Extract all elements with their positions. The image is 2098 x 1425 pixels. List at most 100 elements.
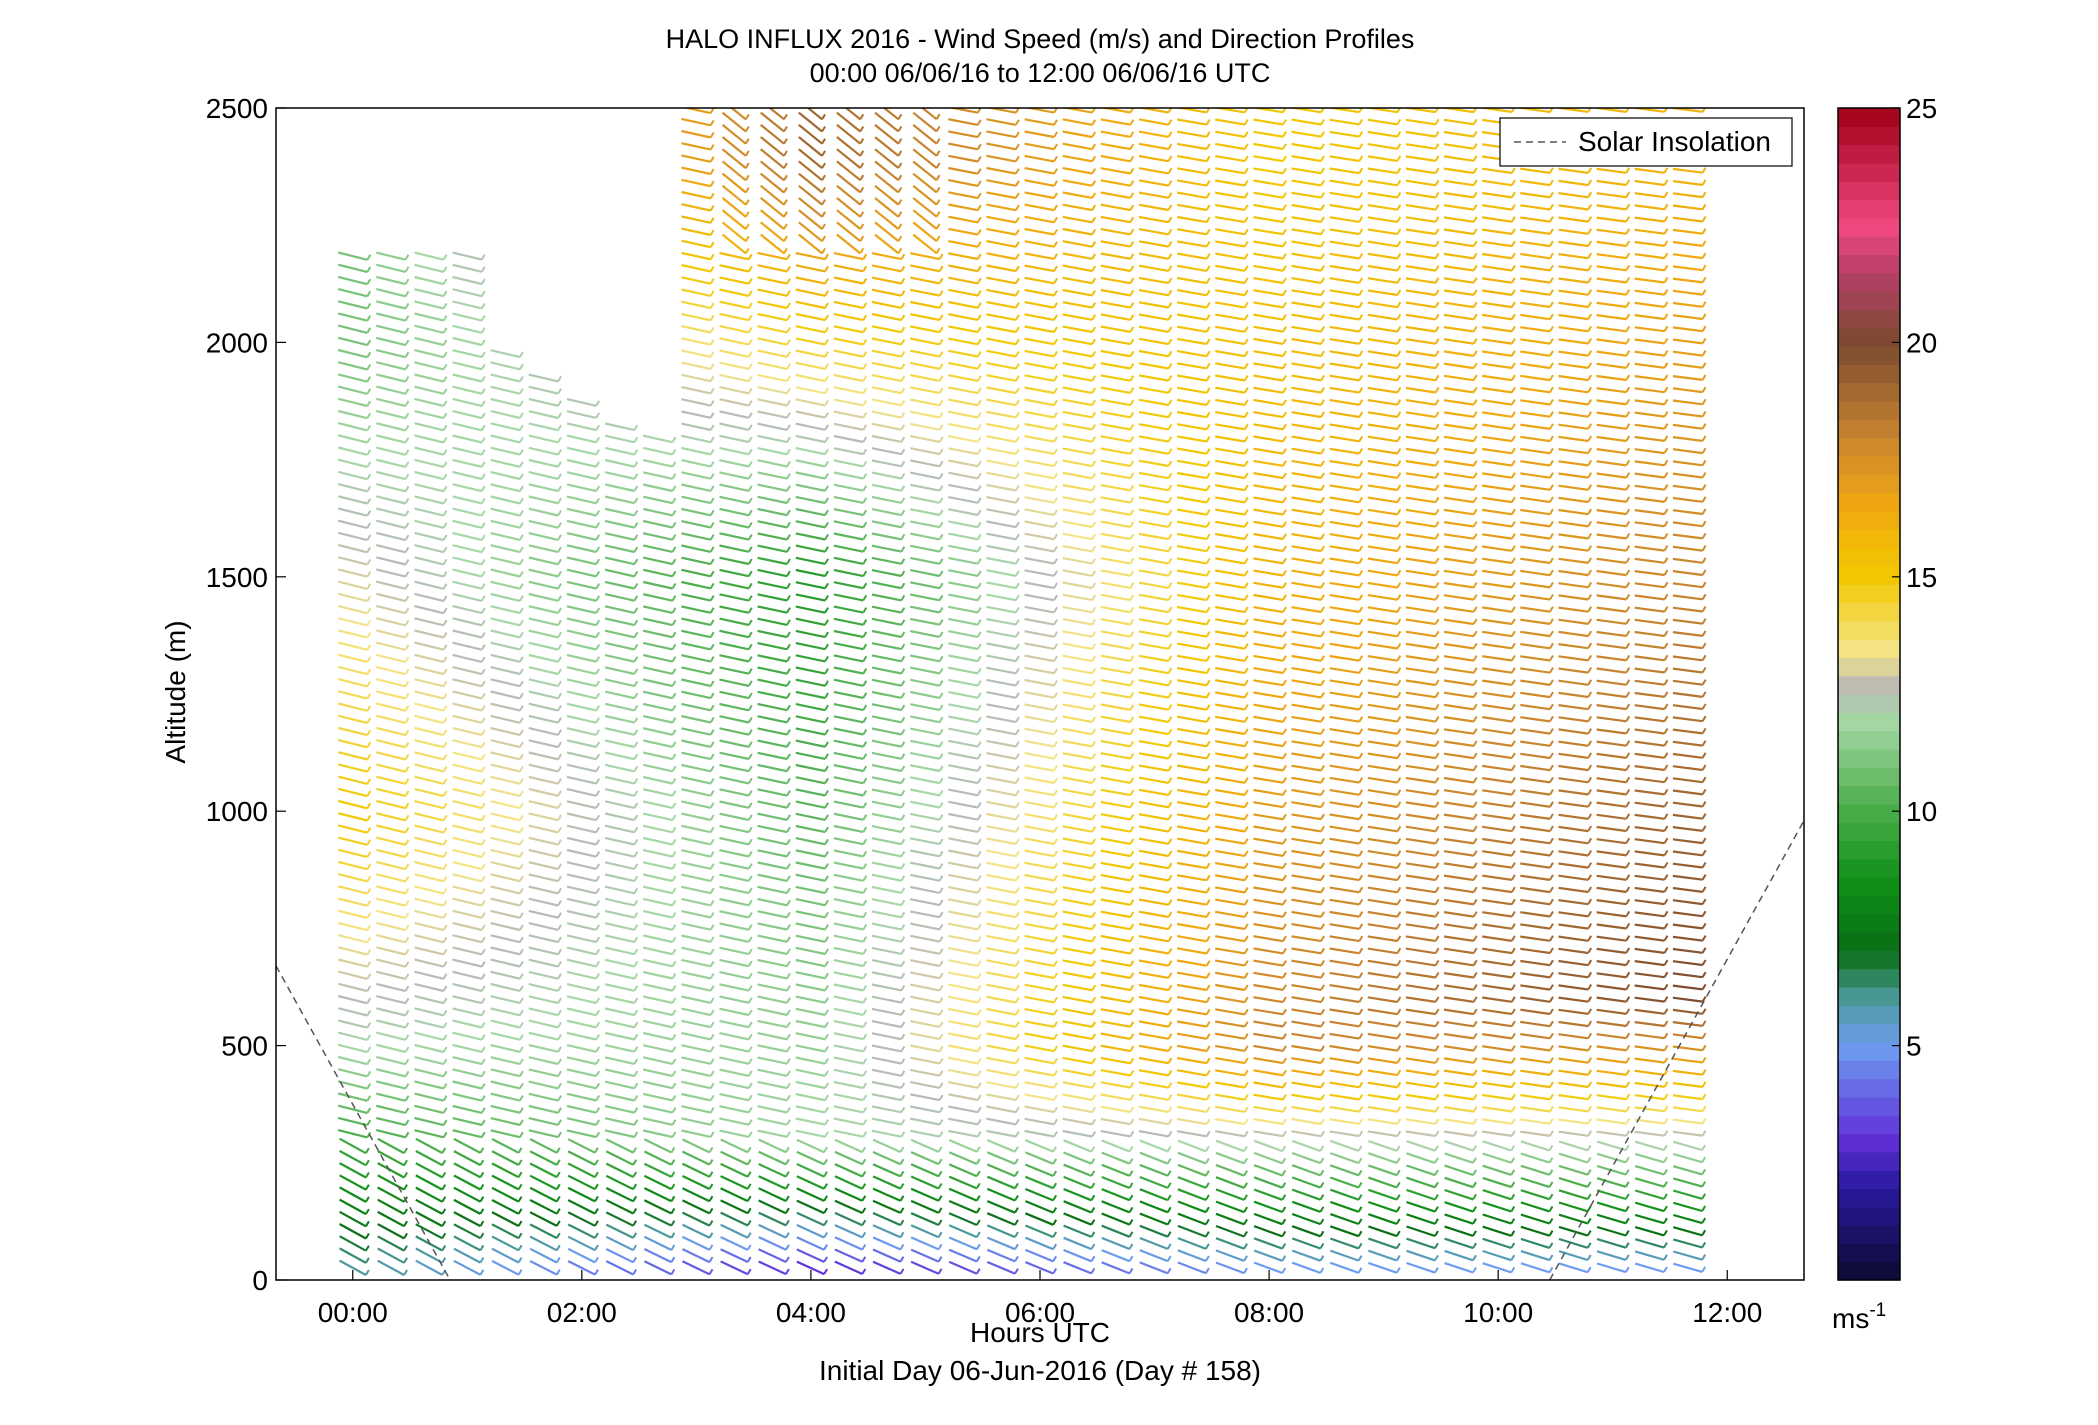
wind-barb — [1253, 130, 1287, 138]
wind-barb — [566, 922, 601, 931]
wind-barb — [1405, 472, 1440, 479]
wind-barb — [833, 1093, 868, 1102]
wind-barb — [1253, 971, 1287, 979]
wind-barb — [1596, 886, 1631, 894]
wind-barb — [757, 861, 791, 870]
wind-barb — [1215, 325, 1249, 333]
wind-barb — [1138, 289, 1173, 297]
wind-barb — [910, 1248, 943, 1263]
wind-barb — [377, 1223, 408, 1240]
wind-barb — [1024, 483, 1058, 492]
wind-barb — [1634, 581, 1669, 589]
wind-barb — [604, 568, 639, 578]
wind-barb — [1024, 837, 1058, 846]
wind-barb — [452, 422, 486, 432]
wind-barb — [528, 958, 562, 968]
wind-barb — [757, 495, 791, 505]
wind-barb — [795, 812, 829, 821]
wind-barb — [1291, 849, 1325, 857]
wind-barb — [1024, 1151, 1058, 1165]
wind-barb — [567, 1247, 599, 1264]
wind-barb — [719, 1044, 753, 1053]
wind-barb — [490, 873, 524, 883]
wind-barb — [337, 263, 372, 274]
wind-barb — [1062, 898, 1097, 906]
wind-barb — [948, 1248, 981, 1263]
wind-barb — [1100, 679, 1135, 687]
wind-barb — [1672, 240, 1707, 247]
wind-barb — [1062, 386, 1097, 394]
wind-barb — [1634, 508, 1669, 516]
wind-barb — [1215, 1212, 1248, 1226]
wind-barb — [1062, 800, 1097, 809]
wind-barb — [1367, 508, 1402, 516]
wind-barb — [1100, 1130, 1135, 1138]
wind-barb — [1405, 984, 1440, 991]
wind-barb — [1215, 788, 1249, 797]
wind-barb — [452, 1129, 486, 1139]
wind-barb — [1100, 691, 1135, 699]
wind-barb — [414, 385, 448, 395]
wind-barb — [795, 751, 829, 760]
colorbar-segment — [1838, 675, 1900, 695]
wind-barb — [1596, 411, 1631, 418]
wind-barb — [719, 337, 753, 346]
wind-barb — [1138, 362, 1173, 370]
wind-barb — [1405, 204, 1440, 211]
wind-barb — [337, 1043, 372, 1054]
colorbar-segment — [1838, 1023, 1900, 1043]
wind-barb — [909, 544, 944, 553]
wind-barb — [986, 630, 1020, 638]
wind-barb — [909, 459, 944, 468]
colorbar-segment — [1838, 327, 1900, 347]
wind-barb — [721, 172, 750, 194]
wind-barb — [986, 1200, 1019, 1214]
wind-barb — [681, 897, 715, 907]
wind-barb — [795, 873, 829, 882]
wind-barb — [986, 1093, 1020, 1102]
wind-barb — [986, 825, 1020, 833]
wind-barb — [795, 422, 829, 431]
wind-barb — [1024, 776, 1058, 785]
wind-barb — [452, 641, 486, 651]
wind-barb — [681, 885, 715, 895]
wind-barb — [719, 995, 753, 1004]
wind-barb — [452, 373, 486, 383]
wind-barb — [1100, 788, 1135, 797]
wind-barb — [1100, 825, 1135, 833]
wind-barb — [1062, 813, 1097, 821]
wind-barb — [490, 471, 524, 481]
wind-barb — [1215, 520, 1249, 528]
wind-barb — [1482, 411, 1516, 418]
wind-barb — [720, 1199, 752, 1215]
wind-barb — [1138, 118, 1173, 126]
wind-barb — [948, 1020, 982, 1028]
wind-barb — [882, 108, 903, 121]
wind-barb — [1291, 1237, 1325, 1250]
wind-barb — [1558, 825, 1593, 833]
wind-barb — [1520, 398, 1554, 406]
wind-barb — [1367, 545, 1402, 553]
wind-barb — [1138, 459, 1173, 468]
wind-barb — [337, 751, 372, 761]
wind-barb — [337, 629, 372, 639]
wind-barb — [1443, 1093, 1478, 1101]
wind-barb — [1176, 776, 1211, 784]
wind-barb — [871, 593, 906, 602]
wind-barb — [1558, 1237, 1592, 1249]
wind-barb — [1634, 691, 1669, 698]
wind-barb — [795, 1007, 829, 1016]
wind-barb — [1405, 874, 1440, 882]
wind-barb — [1329, 533, 1364, 540]
wind-barb — [948, 313, 982, 321]
wind-barb — [566, 873, 601, 883]
wind-barb — [642, 812, 677, 822]
wind-barb — [795, 312, 829, 322]
wind-barb — [337, 580, 372, 590]
wind-barb — [452, 592, 486, 602]
wind-barb — [871, 934, 906, 943]
wind-barb — [836, 197, 865, 218]
wind-barb — [605, 1174, 638, 1191]
wind-barb — [986, 483, 1020, 492]
wind-barb — [948, 203, 982, 212]
